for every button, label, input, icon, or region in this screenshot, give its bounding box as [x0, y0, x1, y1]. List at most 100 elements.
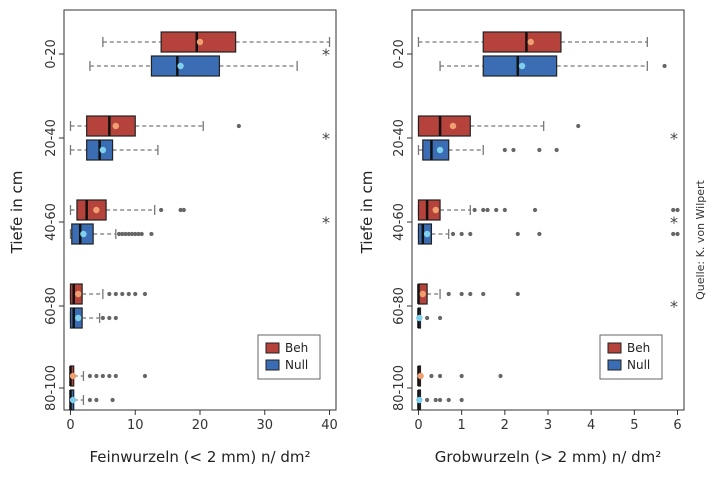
mean-point	[449, 122, 457, 130]
outlier-point	[113, 373, 118, 379]
outlier-point	[502, 147, 507, 153]
outlier-point	[498, 373, 503, 379]
outlier-point	[537, 231, 542, 237]
mean-point	[80, 230, 87, 238]
outlier-point	[136, 231, 141, 237]
mean-point	[416, 314, 423, 322]
x-tick-label: 30	[256, 418, 273, 433]
mean-point	[69, 396, 77, 404]
legend-box	[257, 334, 321, 380]
outlier-point	[149, 231, 154, 237]
outlier-point	[139, 231, 144, 237]
mean-point	[112, 122, 120, 130]
outlier-point	[429, 373, 434, 379]
outlier-point	[468, 231, 473, 237]
outlier-point	[126, 231, 131, 237]
box-beh	[417, 199, 441, 221]
outlier-point	[181, 207, 186, 213]
outlier-point	[129, 231, 135, 237]
outlier-point	[107, 373, 112, 379]
mean-point	[518, 62, 526, 70]
outlier-point	[485, 207, 490, 213]
outlier-point	[159, 207, 164, 213]
outlier-point	[142, 291, 148, 297]
y-tick-label: 60-80	[44, 287, 59, 325]
outlier-point	[446, 291, 451, 297]
outlier-point	[502, 207, 507, 213]
box-null	[422, 139, 450, 161]
mean-point	[423, 230, 431, 238]
outlier-point	[459, 231, 464, 237]
outlier-point	[511, 147, 516, 153]
outlier-point	[87, 397, 93, 403]
y-tick-label: 40-60	[44, 203, 59, 241]
outlier-point	[675, 207, 680, 213]
significance-marker: *	[670, 297, 678, 316]
outlier-point	[675, 231, 680, 237]
outlier-point	[113, 315, 118, 321]
outlier-point	[100, 315, 105, 321]
legend-swatch-beh	[265, 342, 280, 354]
y-tick-label: 20-40	[44, 119, 59, 157]
mean-point	[177, 62, 184, 70]
x-tick-label: 5	[630, 418, 638, 433]
outlier-point	[120, 291, 125, 297]
x-tick-label: 0	[66, 418, 74, 433]
significance-marker: *	[322, 213, 330, 232]
y-tick-label: 80-100	[44, 365, 59, 411]
legend-label-beh: Beh	[285, 341, 308, 355]
outlier-point	[107, 291, 112, 297]
mean-point	[432, 206, 439, 214]
outlier-point	[113, 291, 118, 297]
outlier-point	[87, 373, 93, 379]
mean-point	[419, 290, 426, 298]
outlier-point	[576, 123, 581, 129]
x-tick-label: 6	[673, 418, 681, 433]
mean-point	[75, 314, 82, 322]
legend: Beh Null	[599, 334, 663, 380]
significance-marker: *	[670, 129, 678, 148]
x-tick-label: 4	[587, 418, 595, 433]
outlier-point	[472, 207, 477, 213]
outlier-point	[446, 397, 451, 403]
box-beh	[417, 115, 471, 137]
legend: Beh Null	[257, 334, 321, 380]
outlier-point	[94, 373, 99, 379]
outlier-point	[515, 231, 520, 237]
x-tick-label: 1	[458, 418, 466, 433]
outlier-point	[515, 291, 520, 297]
legend-swatch-beh	[607, 342, 622, 354]
outlier-point	[142, 373, 148, 379]
outlier-point	[100, 373, 105, 379]
mean-point	[417, 372, 424, 380]
outlier-point	[468, 291, 473, 297]
legend-label-beh: Beh	[627, 341, 650, 355]
legend-label-null: Null	[285, 358, 308, 372]
outlier-point	[532, 207, 538, 213]
outlier-point	[671, 231, 676, 237]
mean-point	[93, 206, 100, 214]
legend-label-null: Null	[627, 358, 650, 372]
x-tick-label: 20	[192, 418, 209, 433]
x-tick-label: 10	[127, 418, 144, 433]
outlier-point	[494, 207, 499, 213]
y-tick-label: 80-100	[392, 365, 407, 411]
x-tick-label: 3	[544, 418, 552, 433]
legend-swatch-null	[607, 359, 622, 371]
x-tick-label: 40	[321, 418, 338, 433]
outlier-point	[481, 207, 486, 213]
box-null	[150, 55, 221, 77]
outlier-point	[110, 397, 115, 403]
legend-box	[599, 334, 663, 380]
x-axis-title: Grobwurzeln (> 2 mm) n/ dm²	[435, 448, 661, 466]
outlier-point	[554, 147, 559, 153]
legend-swatch-null	[265, 359, 280, 371]
mean-point	[527, 38, 534, 46]
outlier-point	[107, 315, 112, 321]
outlier-point	[178, 207, 183, 213]
outlier-point	[425, 397, 430, 403]
outlier-point	[481, 291, 486, 297]
outlier-point	[459, 291, 464, 297]
outlier-point	[459, 397, 464, 403]
outlier-point	[116, 231, 122, 237]
